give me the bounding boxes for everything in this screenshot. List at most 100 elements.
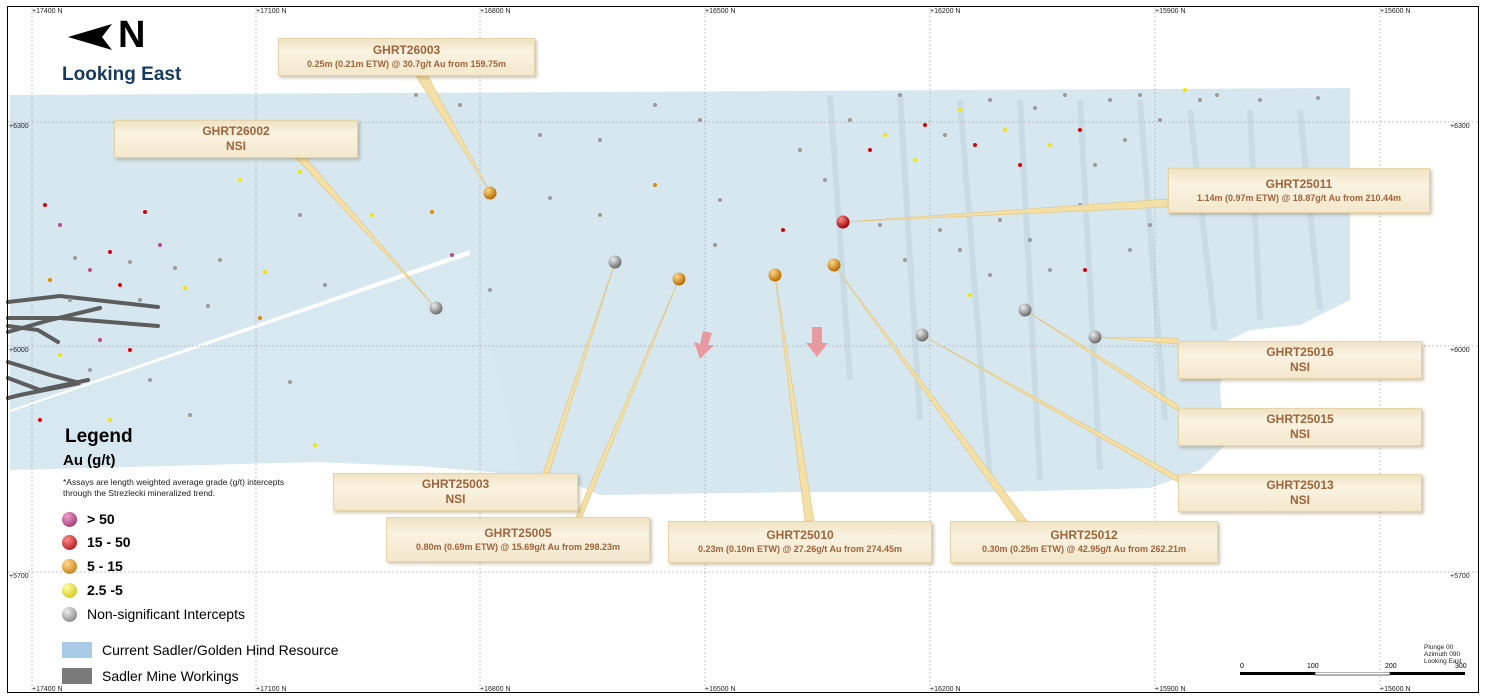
grid-label-y: +6000 (1450, 347, 1470, 354)
sample-dots (38, 88, 1320, 447)
plunge-text: Plunge 00 (1424, 644, 1454, 651)
leader-lines (295, 75, 1179, 522)
intercept-GHRT25016 (1088, 330, 1102, 344)
scale-label: 100 (1307, 663, 1319, 670)
grid-label-y: +6300 (1450, 123, 1470, 130)
legend-label: 5 - 15 (87, 558, 123, 574)
callout-hole-id: GHRT25012 (1050, 528, 1118, 542)
legend-dot-icon (62, 511, 77, 527)
legend-unit: Au (g/t) (63, 452, 116, 469)
legend-label: 2.5 -5 (87, 582, 123, 598)
callout-hole-id: GHRT25011 (1265, 177, 1333, 191)
intercept-GHRT25010 (768, 268, 782, 282)
north-arrow-icon (68, 24, 112, 50)
callout-result: 0.25m (0.21m ETW) @ 30.7g/t Au from 159.… (306, 59, 506, 69)
grid-label-x: +17400 N (32, 8, 63, 15)
intercept-GHRT25015 (1018, 303, 1032, 317)
view-orientation: Plunge 00 Azimuth 090 Looking East (1424, 644, 1462, 665)
grid-label-x: +15900 N (1155, 686, 1186, 693)
legend-label: > 50 (87, 511, 115, 527)
plunge-arrows (694, 327, 828, 359)
scale-label: 300 (1455, 663, 1467, 670)
callout-result: 0.30m (0.25m ETW) @ 42.95g/t Au from 262… (981, 544, 1187, 554)
north-label: N (118, 14, 146, 56)
callout-hole-id: GHRT25016 (1266, 345, 1334, 359)
callout-hole-id: GHRT25010 (766, 528, 834, 542)
grid-label-y: +5700 (1450, 573, 1470, 580)
scale-bar-graphic (1240, 672, 1465, 676)
callout-result: 0.80m (0.69m ETW) @ 15.69g/t Au from 298… (415, 542, 621, 552)
legend-title: Legend (65, 426, 133, 447)
legend-label: Sadler Mine Workings (102, 668, 239, 684)
callout-GHRT25015: GHRT25015 NSI (1178, 408, 1422, 446)
grid-label-x: +16200 N (930, 8, 961, 15)
legend-item: Non-significant Intercepts (62, 604, 245, 624)
grid-label-x: +15600 N (1380, 8, 1411, 15)
callout-result: NSI (445, 492, 466, 506)
intercept-GHRT25011 (836, 215, 850, 229)
legend-dot-icon (62, 582, 77, 598)
looking-direction: Looking East (62, 64, 182, 85)
callout-result: NSI (1289, 493, 1310, 507)
grid-label-x: +15600 N (1380, 686, 1411, 693)
resource-solid (10, 88, 1350, 495)
callout-GHRT25005: GHRT25005 0.80m (0.69m ETW) @ 15.69g/t A… (386, 517, 650, 562)
callout-result: NSI (1289, 360, 1310, 374)
callout-result: NSI (1289, 427, 1310, 441)
legend-area-item: Current Sadler/Golden Hind Resource (62, 640, 339, 660)
intercept-GHRT25005 (672, 272, 686, 286)
legend-label: Current Sadler/Golden Hind Resource (102, 642, 339, 658)
callout-hole-id: GHRT25013 (1266, 478, 1334, 492)
grid-label-y: +5700 (9, 573, 29, 580)
grid-label-x: +16500 N (705, 8, 736, 15)
legend-item: 15 - 50 (62, 532, 131, 552)
intercept-GHRT25003 (608, 255, 622, 269)
resource-lower-wedge (10, 255, 520, 470)
legend-dot-icon (62, 606, 77, 622)
callout-result: 0.23m (0.10m ETW) @ 27.26g/t Au from 274… (697, 544, 903, 554)
legend-note: *Assays are length weighted average grad… (63, 477, 285, 498)
legend-area-item: Sadler Mine Workings (62, 666, 239, 686)
callout-GHRT25011: GHRT25011 1.14m (0.97m ETW) @ 18.87g/t A… (1168, 168, 1430, 213)
callout-result: NSI (225, 139, 246, 153)
legend-dot-icon (62, 534, 77, 550)
azimuth-text: Azimuth 090 (1424, 651, 1461, 658)
intercept-GHRT26003 (483, 186, 497, 200)
legend-dot-icon (62, 558, 77, 574)
mine-workings (6, 293, 160, 400)
legend-item: 2.5 -5 (62, 580, 123, 600)
callout-GHRT26002: GHRT26002 NSI (114, 120, 358, 158)
intercept-GHRT26002 (429, 301, 443, 315)
looking-text: Looking East (1424, 658, 1462, 665)
intercepts (429, 186, 1102, 344)
grid-label-x: +15900 N (1155, 8, 1186, 15)
callout-GHRT25003: GHRT25003 NSI (333, 473, 578, 511)
callout-hole-id: GHRT26002 (202, 124, 270, 138)
grid-label-x: +16200 N (930, 686, 961, 693)
callout-hole-id: GHRT25003 (421, 477, 490, 491)
grid-label-x: +17100 N (256, 686, 287, 693)
grid-label-x: +17400 N (32, 686, 63, 693)
grid-label-y: +6000 (9, 347, 29, 354)
grid-label-x: +17100 N (256, 8, 287, 15)
callout-GHRT26003: GHRT26003 0.25m (0.21m ETW) @ 30.7g/t Au… (278, 38, 535, 76)
callout-GHRT25013: GHRT25013 NSI (1178, 474, 1422, 512)
grid-label-y: +6300 (9, 123, 29, 130)
legend-label: 15 - 50 (87, 534, 131, 550)
intercept-GHRT25012 (827, 258, 841, 272)
resource-swatch-icon (62, 642, 92, 658)
callout-hole-id: GHRT25015 (1266, 412, 1334, 426)
legend-item: > 50 (62, 509, 115, 529)
callout-result: 1.14m (0.97m ETW) @ 18.87g/t Au from 210… (1196, 193, 1402, 203)
intercept-GHRT25013 (915, 328, 929, 342)
legend-label: Non-significant Intercepts (87, 606, 245, 622)
scale-label: 0 (1240, 663, 1244, 670)
grid-label-x: +16800 N (480, 686, 511, 693)
grid-label-x: +16800 N (480, 8, 511, 15)
workings-swatch-icon (62, 668, 92, 684)
callout-GHRT25010: GHRT25010 0.23m (0.10m ETW) @ 27.26g/t A… (668, 521, 932, 563)
callout-GHRT25012: GHRT25012 0.30m (0.25m ETW) @ 42.95g/t A… (950, 521, 1218, 563)
callout-hole-id: GHRT25005 (484, 526, 552, 540)
callout-GHRT25016: GHRT25016 NSI (1178, 341, 1422, 379)
